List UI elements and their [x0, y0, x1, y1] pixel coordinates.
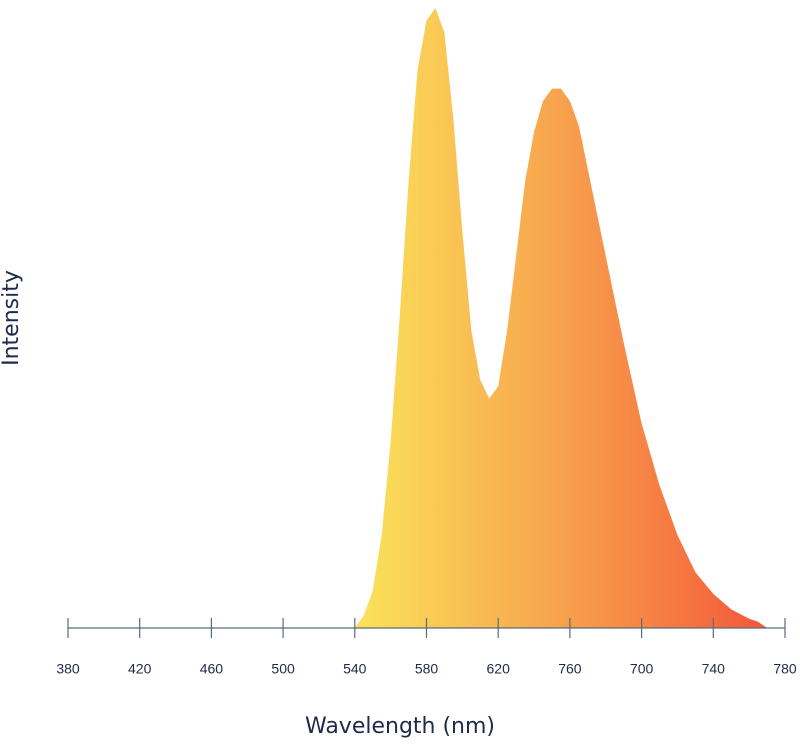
- x-tick-label: 700: [630, 661, 654, 677]
- x-tick-label: 500: [271, 661, 295, 677]
- area: [354, 8, 768, 628]
- x-tick-label: 420: [128, 661, 152, 677]
- x-tick-label: 760: [558, 661, 582, 677]
- x-tick-label: 740: [702, 661, 726, 677]
- x-tick-label: 380: [56, 661, 80, 677]
- y-axis-title: Intensity: [0, 270, 24, 366]
- x-tick-label: 580: [415, 661, 439, 677]
- x-tick-label: 780: [773, 661, 797, 677]
- x-axis-title: Wavelength (nm): [305, 714, 495, 739]
- x-tick-label: 620: [487, 661, 511, 677]
- x-tick-label: 540: [343, 661, 367, 677]
- x-tick-label: 460: [200, 661, 224, 677]
